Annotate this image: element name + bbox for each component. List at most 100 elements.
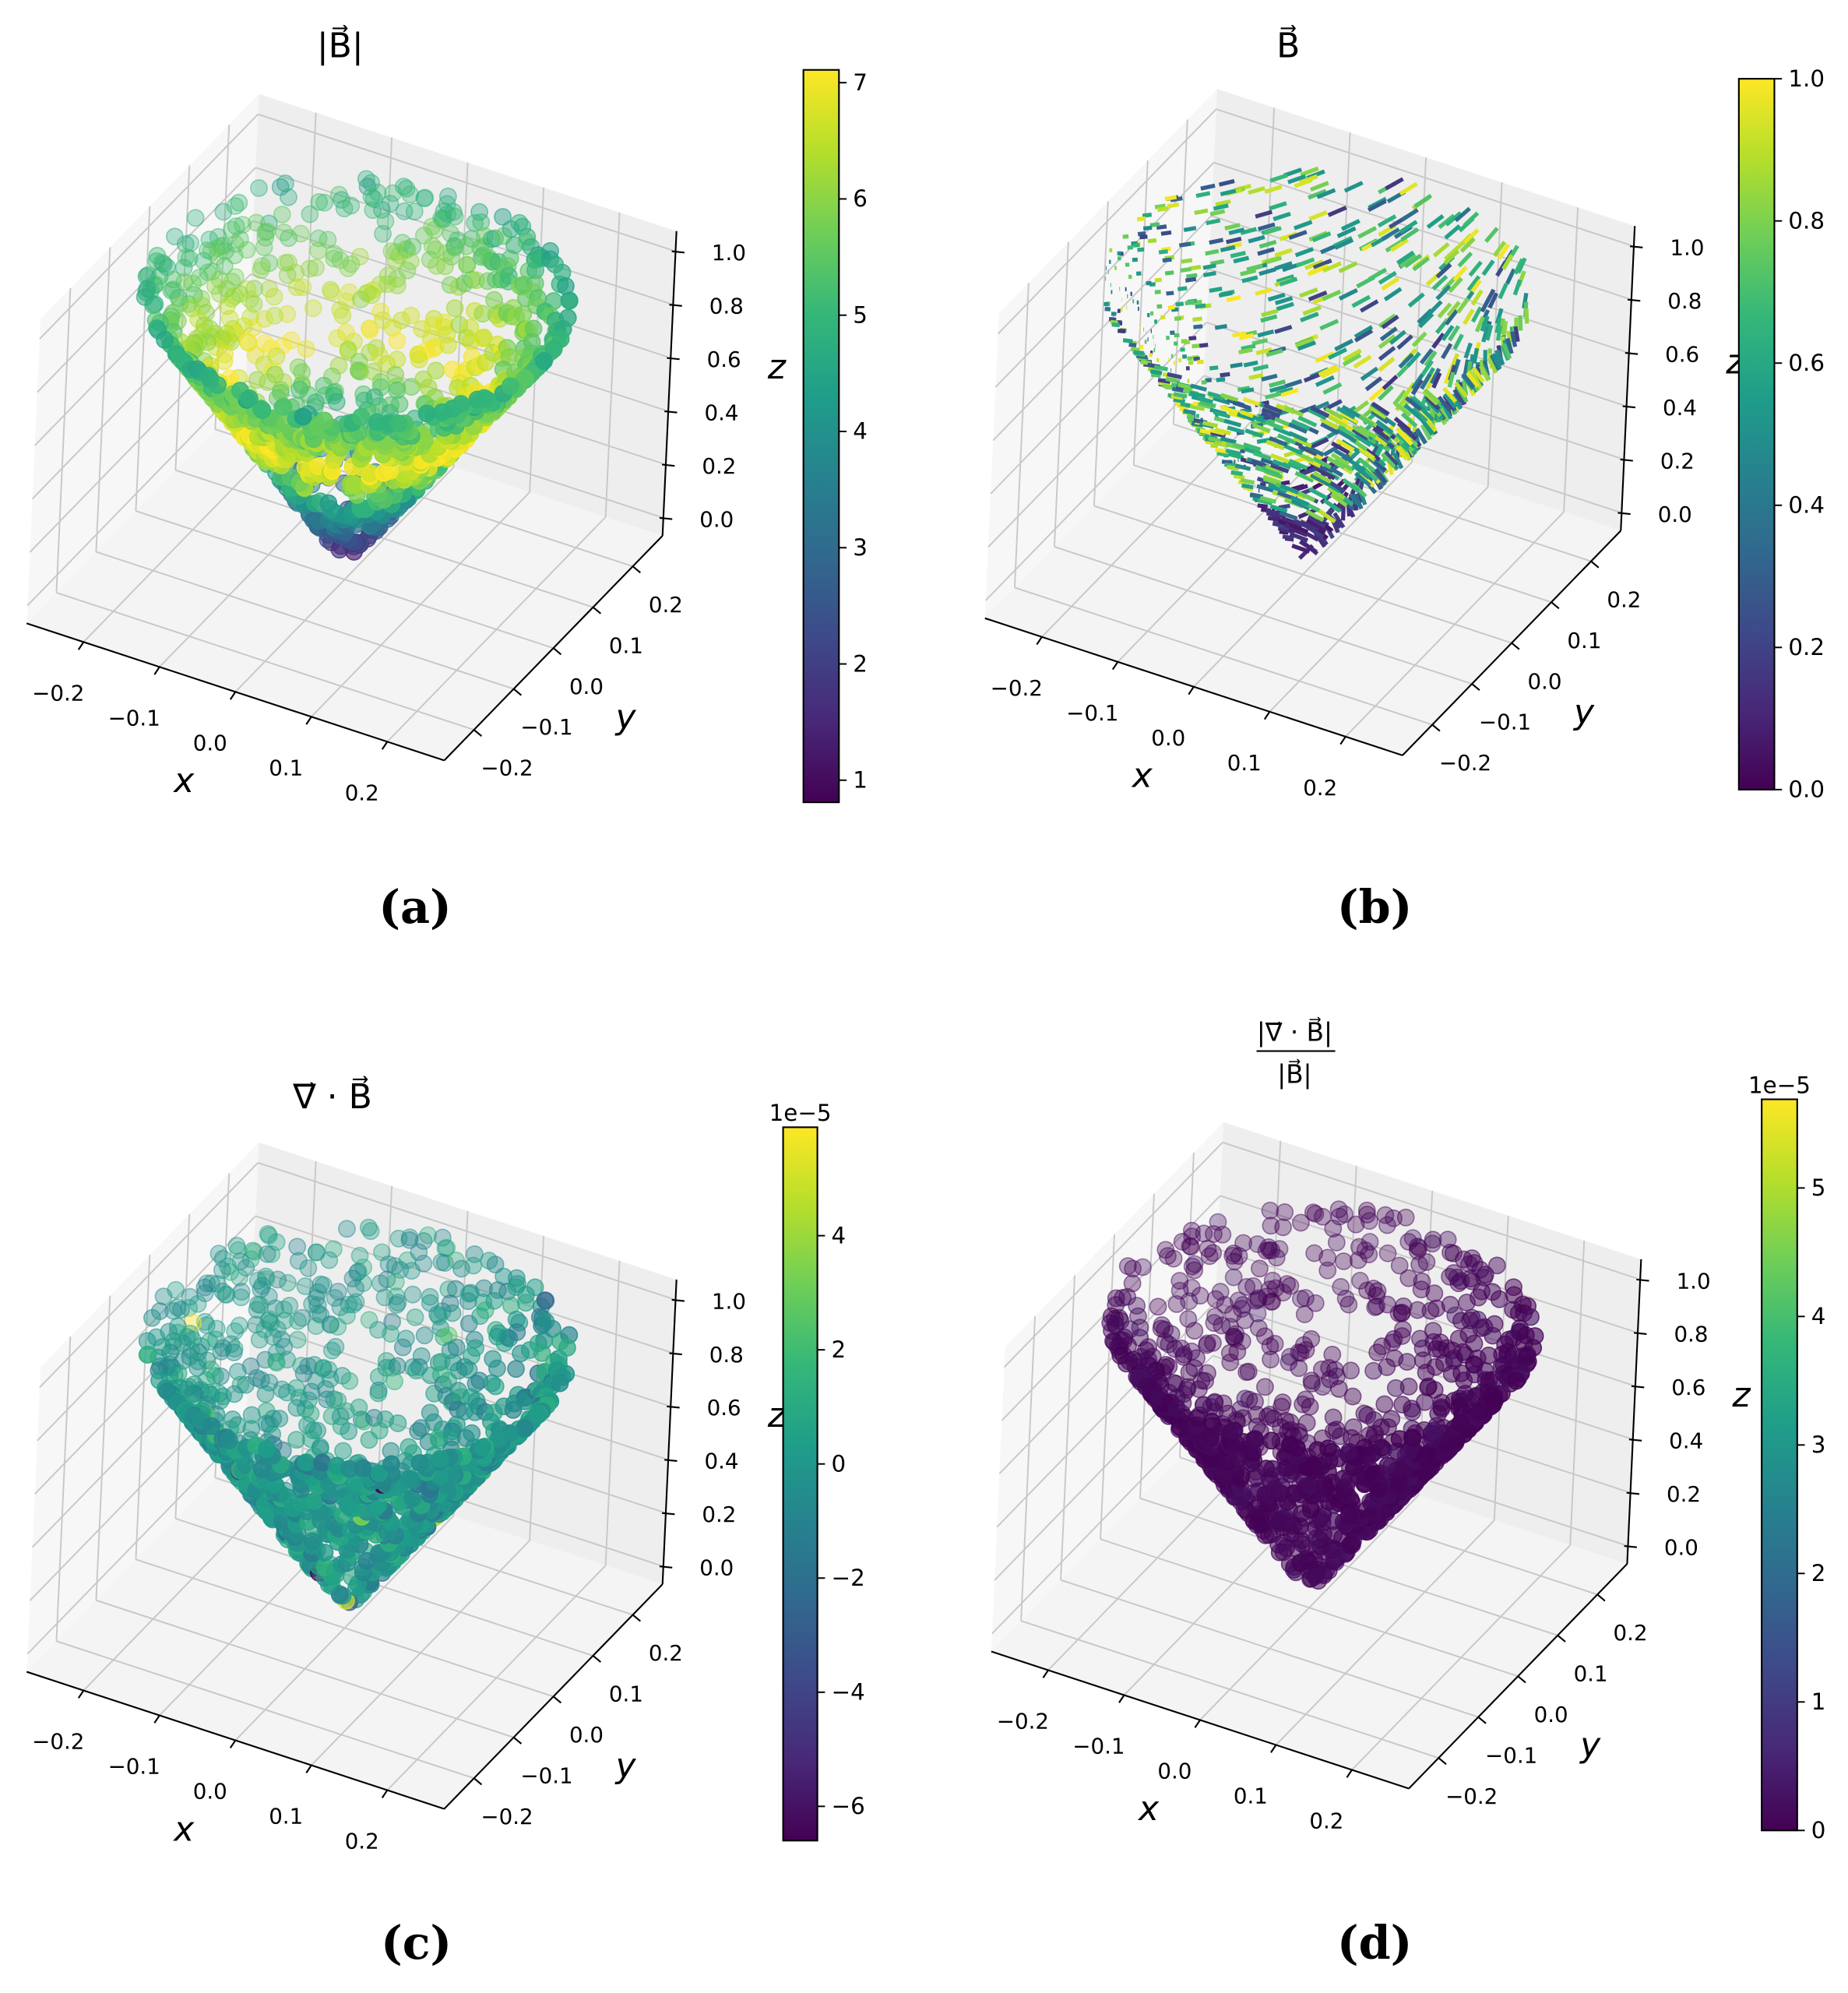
- data-point: [398, 261, 417, 280]
- quiver-arrow: [1296, 490, 1316, 502]
- data-point: [1236, 1389, 1255, 1408]
- quiver-arrow: [1484, 227, 1499, 243]
- data-point: [1224, 1268, 1243, 1287]
- quiver-arrow: [1403, 430, 1419, 447]
- quiver-arrow: [1381, 276, 1400, 291]
- data-point: [382, 1455, 400, 1474]
- x-axis-label: x: [172, 1809, 195, 1849]
- data-point: [164, 1332, 183, 1350]
- z-tick-label: 1.0: [712, 240, 746, 266]
- quiver-arrow: [1315, 375, 1335, 387]
- colorbar-tick-label: 3: [1811, 1431, 1826, 1458]
- quiver-arrow: [1382, 375, 1399, 391]
- z-tick-label: 0.8: [1674, 1322, 1708, 1347]
- data-point: [342, 196, 361, 215]
- data-point: [1425, 1284, 1444, 1303]
- x-tick-label: −0.2: [991, 675, 1043, 701]
- quiver-arrow: [1312, 456, 1332, 470]
- panel-b-caption: (b): [1337, 880, 1413, 934]
- quiver-arrow: [1322, 382, 1343, 395]
- data-point: [304, 299, 322, 318]
- colorbar-tick-label: 4: [832, 1222, 847, 1248]
- data-point: [368, 413, 386, 431]
- quiver-arrow: [1470, 306, 1483, 323]
- x-tick: [381, 1789, 389, 1798]
- grid-line: [1093, 505, 1512, 644]
- quiver-arrow: [1180, 266, 1192, 273]
- quiver-arrow: [1260, 482, 1266, 487]
- quiver-arrow: [1304, 509, 1325, 523]
- data-point: [508, 1269, 526, 1287]
- quiver-arrow: [1269, 379, 1287, 388]
- y-tick: [592, 1655, 602, 1663]
- data-point: [195, 1278, 214, 1297]
- quiver-arrow: [1316, 467, 1336, 481]
- quiver-arrow: [1373, 470, 1386, 487]
- x-tick-label: −0.1: [108, 705, 160, 731]
- quiver-arrow: [1272, 211, 1291, 221]
- quiver-arrow: [1497, 243, 1510, 260]
- data-point: [242, 1406, 261, 1424]
- quiver-arrow: [1283, 444, 1304, 456]
- data-point: [319, 494, 338, 512]
- data-point: [315, 411, 333, 430]
- grid-line: [31, 1322, 252, 1548]
- x-tick-label: −0.1: [1066, 700, 1118, 726]
- quiver-arrow: [1426, 214, 1445, 229]
- z-tick: [1624, 1545, 1637, 1548]
- data-point: [1281, 1435, 1300, 1454]
- data-point: [324, 1240, 343, 1259]
- quiver-arrow: [1330, 452, 1350, 467]
- data-point: [1324, 1220, 1343, 1238]
- x-tick-label: −0.2: [32, 1729, 84, 1755]
- quiver-arrow: [1269, 173, 1288, 183]
- quiver-arrow: [1170, 307, 1179, 312]
- quiver-arrow: [1413, 193, 1433, 209]
- data-point: [388, 1357, 407, 1375]
- data-point: [220, 1431, 238, 1449]
- quiver-arrow: [1261, 407, 1281, 418]
- data-point: [379, 1255, 398, 1273]
- data-point: [1205, 1314, 1223, 1333]
- quiver-arrow: [1300, 312, 1319, 322]
- data-point: [1213, 1225, 1232, 1244]
- quiver-arrow: [1173, 397, 1186, 404]
- quiver-arrow: [1420, 359, 1434, 376]
- quiver-arrow: [1311, 231, 1332, 243]
- quiver-arrow: [1264, 469, 1283, 479]
- data-point: [1357, 1201, 1376, 1220]
- data-point: [258, 1440, 276, 1459]
- data-point: [433, 1228, 452, 1247]
- quiver-arrow: [1216, 451, 1230, 458]
- data-point: [476, 1301, 495, 1319]
- quiver-arrow: [1279, 510, 1298, 521]
- grid-line: [1020, 1315, 1037, 1622]
- quiver-arrow: [1221, 460, 1233, 466]
- quiver-arrow: [1297, 340, 1317, 351]
- data-point: [199, 241, 216, 259]
- data-point: [340, 1372, 359, 1390]
- quiver-arrow: [1248, 373, 1264, 380]
- z-tick: [669, 1352, 682, 1356]
- x-tick: [305, 1764, 312, 1773]
- grid-line: [26, 1428, 247, 1655]
- quiver-arrow: [1261, 373, 1278, 382]
- grid-line: [386, 516, 607, 743]
- quiver-arrow: [1406, 351, 1421, 368]
- quiver-arrow: [1442, 386, 1458, 403]
- data-point: [1470, 1403, 1488, 1421]
- data-point: [473, 1438, 491, 1456]
- quiver-arrow: [1448, 325, 1461, 342]
- quiver-arrow: [1183, 409, 1196, 415]
- quiver-arrow: [1208, 436, 1223, 443]
- grid-line: [136, 510, 554, 650]
- quiver-arrow: [1243, 360, 1258, 368]
- quiver-arrow: [1478, 364, 1491, 382]
- data-point: [1507, 1372, 1526, 1390]
- data-point: [273, 1380, 291, 1399]
- quiver-arrow: [1358, 471, 1375, 488]
- y-tick-label: −0.1: [520, 1762, 572, 1788]
- quiver-arrow: [1379, 326, 1398, 342]
- data-point: [1306, 1294, 1325, 1312]
- panel-d-title-denominator: |B⃗|: [1277, 1058, 1311, 1089]
